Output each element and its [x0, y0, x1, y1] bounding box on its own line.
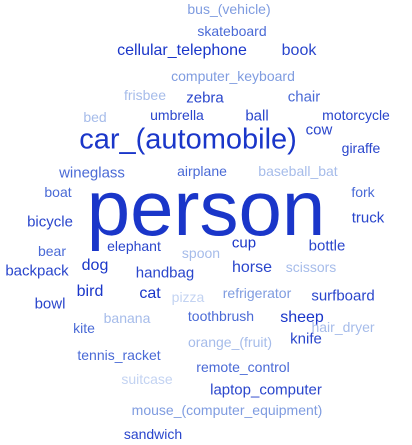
- word-banana: banana: [103, 310, 151, 326]
- word-cellular-telephone: cellular_telephone: [117, 42, 247, 59]
- word-bed: bed: [83, 109, 107, 125]
- word-umbrella: umbrella: [150, 107, 204, 123]
- word-spoon: spoon: [181, 245, 221, 261]
- word-bottle: bottle: [308, 237, 346, 255]
- word-bear: bear: [37, 243, 67, 259]
- word-horse: horse: [231, 259, 273, 276]
- word-kite: kite: [73, 320, 95, 336]
- word-cat: cat: [139, 285, 161, 302]
- word-frisbee: frisbee: [123, 87, 167, 103]
- word-bus-vehicle: bus_(vehicle): [187, 1, 271, 17]
- word-hair-dryer: hair_dryer: [311, 319, 375, 335]
- word-dog: dog: [81, 257, 109, 274]
- word-toothbrush: toothbrush: [187, 308, 255, 324]
- word-car-automobile: car_(automobile): [79, 123, 297, 156]
- word-wineglass: wineglass: [59, 164, 125, 182]
- word-pizza: pizza: [171, 289, 205, 305]
- word-person: person: [86, 164, 326, 252]
- word-surfboard: surfboard: [311, 287, 375, 305]
- word-mouse-computer-equipment: mouse_(computer_equipment): [131, 402, 323, 418]
- word-suitcase: suitcase: [121, 371, 173, 387]
- word-boat: boat: [44, 184, 72, 200]
- word-ball: ball: [245, 107, 269, 125]
- word-zebra: zebra: [186, 89, 224, 107]
- word-knife: knife: [290, 330, 322, 348]
- word-cup: cup: [231, 234, 257, 252]
- word-chair: chair: [287, 88, 321, 106]
- word-truck: truck: [351, 209, 385, 227]
- word-sheep: sheep: [280, 309, 324, 326]
- word-fork: fork: [351, 184, 375, 200]
- word-skateboard: skateboard: [197, 23, 267, 39]
- word-cow: cow: [305, 121, 333, 139]
- word-elephant: elephant: [107, 238, 161, 254]
- word-orange-fruit: orange_(fruit): [187, 334, 273, 350]
- word-baseball-bat: baseball_bat: [258, 163, 338, 179]
- word-bird: bird: [76, 283, 104, 300]
- word-handbag: handbag: [135, 264, 195, 282]
- word-bowl: bowl: [34, 295, 66, 313]
- word-motorcycle: motorcycle: [322, 107, 390, 123]
- word-tennis-racket: tennis_racket: [77, 347, 161, 363]
- word-laptop-computer: laptop_computer: [210, 381, 322, 399]
- word-backpack: backpack: [5, 262, 69, 280]
- word-airplane: airplane: [177, 163, 227, 179]
- word-refrigerator: refrigerator: [222, 285, 292, 301]
- word-bicycle: bicycle: [27, 213, 73, 231]
- word-sandwich: sandwich: [123, 426, 183, 442]
- word-computer-keyboard: computer_keyboard: [171, 68, 295, 84]
- word-remote-control: remote_control: [196, 359, 290, 375]
- word-scissors: scissors: [285, 259, 337, 275]
- word-book: book: [281, 42, 317, 59]
- word-giraffe: giraffe: [341, 140, 381, 156]
